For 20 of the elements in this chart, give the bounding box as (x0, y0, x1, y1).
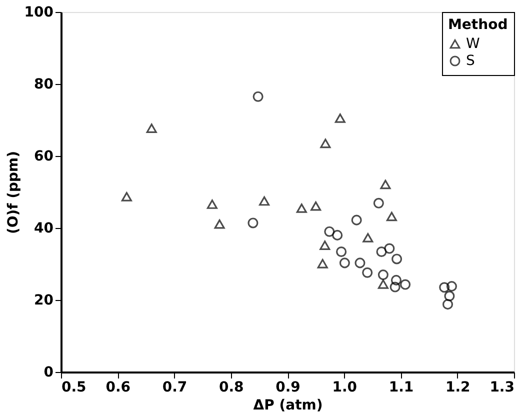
legend-label: S (466, 53, 475, 69)
y-tick-label: 80 (34, 76, 54, 92)
x-tick-label: 0.7 (162, 380, 188, 396)
y-tick-label: 60 (34, 148, 54, 164)
legend-title: Method (448, 17, 508, 33)
x-tick-label: 1.2 (445, 380, 470, 396)
x-tick-label: 0.6 (106, 380, 131, 396)
y-axis-title: (O)f (ppm) (5, 150, 22, 234)
y-tick-label: 0 (44, 364, 54, 380)
x-tick-label: 1.0 (332, 380, 358, 396)
legend-label: W (466, 36, 480, 52)
x-tick-label: 1.3 (490, 380, 514, 396)
y-tick-label: 40 (34, 220, 54, 236)
x-tick-label: 0.5 (62, 380, 86, 396)
y-tick-label: 20 (34, 292, 54, 308)
x-tick-label: 1.1 (388, 380, 414, 396)
x-axis-title: ΔP (atm) (253, 398, 323, 414)
x-tick-label: 0.9 (276, 380, 300, 396)
x-tick-label: 0.8 (218, 380, 244, 396)
y-tick-label: 100 (24, 4, 54, 20)
